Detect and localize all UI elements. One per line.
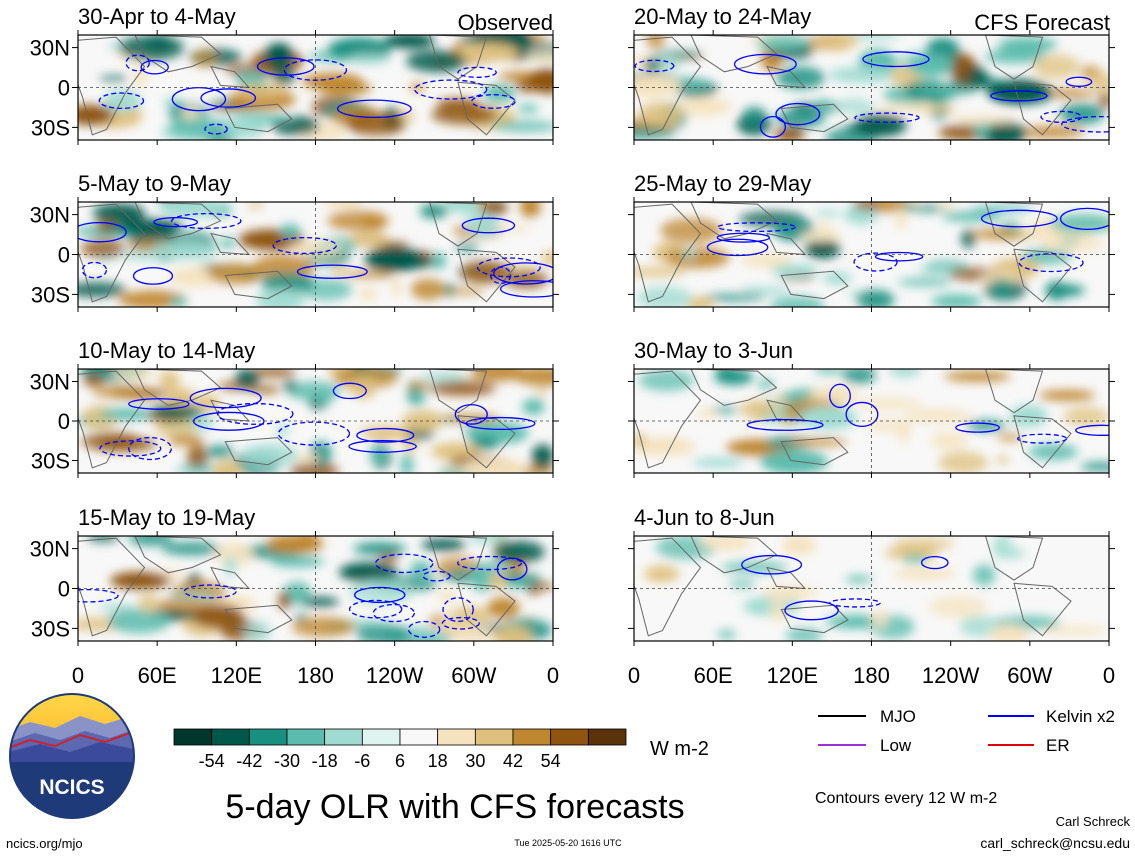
colorbar-swatch	[587, 728, 627, 746]
legend-label-er: ER	[1046, 736, 1070, 755]
colorbar-swatch	[550, 728, 589, 746]
panel-period-label: 20-May to 24-May	[634, 4, 811, 29]
footer-timestamp: Tue 2025-05-20 1616 UTC	[514, 838, 622, 848]
panel-period-label: 5-May to 9-May	[78, 171, 231, 196]
colorbar: -54 -42 -30 -18 -6 6 18 30 42 54	[173, 728, 627, 771]
olr-panel	[633, 368, 1110, 474]
colorbar-label: -30	[274, 751, 300, 771]
x-tick-label: 180	[297, 663, 334, 688]
legend: MJO Kelvin x2 Low ER	[818, 707, 1115, 755]
x-tick-label: 60E	[138, 663, 177, 688]
logo-text: NCICS	[39, 776, 104, 799]
olr-panel	[77, 201, 554, 308]
x-tick-label: 60W	[1007, 663, 1052, 688]
colorbar-swatch	[324, 728, 363, 746]
panel-period-label: 30-Apr to 4-May	[78, 4, 236, 29]
x-tick-label: 180	[853, 663, 890, 688]
y-tick-label: 30S	[31, 115, 70, 140]
panel-period-label: 25-May to 29-May	[634, 171, 811, 196]
y-tick-label: 0	[58, 409, 70, 434]
panel-period-label: 10-May to 14-May	[78, 338, 255, 363]
olr-panel	[633, 34, 1110, 141]
y-tick-label: 0	[58, 577, 70, 602]
units-label: W m-2	[650, 738, 709, 760]
colorbar-swatch	[173, 728, 213, 746]
colorbar-swatch	[361, 728, 401, 746]
panels-layer	[77, 34, 1110, 642]
colorbar-swatch	[399, 728, 439, 746]
y-tick-label: 30N	[30, 203, 70, 228]
x-tick-label: 120E	[211, 663, 262, 688]
y-tick-label: 30S	[31, 616, 70, 641]
legend-label-low: Low	[880, 736, 912, 755]
colorbar-swatch	[248, 728, 288, 746]
olr-panel	[77, 535, 554, 642]
colorbar-label: 54	[541, 751, 561, 771]
colorbar-label: 18	[428, 751, 448, 771]
chart-title: 5-day OLR with CFS forecasts	[225, 788, 684, 826]
y-tick-label: 30N	[30, 36, 70, 61]
legend-label-mjo: MJO	[880, 707, 916, 726]
panel-period-label: 15-May to 19-May	[78, 505, 255, 530]
x-tick-label: 60W	[451, 663, 496, 688]
x-tick-label: 0	[72, 663, 84, 688]
panel-period-label: 4-Jun to 8-Jun	[634, 505, 775, 530]
colorbar-swatch	[437, 728, 476, 746]
colorbar-label: 6	[395, 751, 405, 771]
forecast-label: CFS Forecast	[974, 10, 1110, 35]
y-tick-label: 30S	[31, 282, 70, 307]
colorbar-swatch	[512, 728, 552, 746]
y-tick-label: 0	[58, 243, 70, 268]
colorbar-swatch	[211, 728, 250, 746]
x-tick-label: 120W	[366, 663, 424, 688]
olr-panel	[77, 34, 554, 141]
footer-url: ncics.org/mjo	[6, 836, 83, 851]
y-tick-label: 30N	[30, 369, 70, 394]
x-tick-label: 0	[628, 663, 640, 688]
x-tick-label: 120E	[767, 663, 818, 688]
y-tick-label: 0	[58, 76, 70, 101]
x-tick-label: 120W	[922, 663, 980, 688]
colorbar-label: -54	[199, 751, 225, 771]
x-tick-label: 0	[547, 663, 559, 688]
x-tick-label: 0	[1103, 663, 1115, 688]
colorbar-swatch	[286, 728, 326, 746]
footer-email: carl_schreck@ncsu.edu	[980, 835, 1130, 851]
footer-author: Carl Schreck	[1056, 814, 1131, 829]
colorbar-swatch	[474, 728, 514, 746]
panel-period-label: 30-May to 3-Jun	[634, 338, 793, 363]
x-tick-label: 60E	[694, 663, 733, 688]
colorbar-label: 30	[465, 751, 485, 771]
legend-label-kelvin: Kelvin x2	[1046, 707, 1115, 726]
y-tick-label: 30S	[31, 449, 70, 474]
ncics-logo: NCICS	[9, 693, 135, 819]
observed-label: Observed	[458, 10, 553, 35]
olr-panel	[633, 201, 1110, 308]
olr-panel	[633, 535, 1110, 642]
colorbar-label: 42	[503, 751, 523, 771]
colorbar-label: -6	[354, 751, 370, 771]
y-tick-label: 30N	[30, 537, 70, 562]
contour-note: Contours every 12 W m-2	[815, 790, 997, 807]
colorbar-label: -42	[236, 751, 262, 771]
olr-panel	[77, 368, 554, 474]
colorbar-label: -18	[312, 751, 338, 771]
